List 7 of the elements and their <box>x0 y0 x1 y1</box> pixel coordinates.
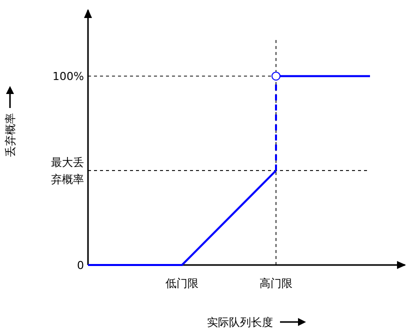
y-tick-label: 0 <box>77 259 84 272</box>
x-tick-label: 高门限 <box>260 277 292 290</box>
y-tick-label: 最大丢弃概率 <box>51 156 84 186</box>
x-tick-label: 低门限 <box>166 277 198 290</box>
y-tick-label: 100% <box>52 70 84 84</box>
y-axis-title: 丢弃概率 <box>4 113 17 157</box>
x-axis-title: 实际队列长度 <box>207 316 273 329</box>
